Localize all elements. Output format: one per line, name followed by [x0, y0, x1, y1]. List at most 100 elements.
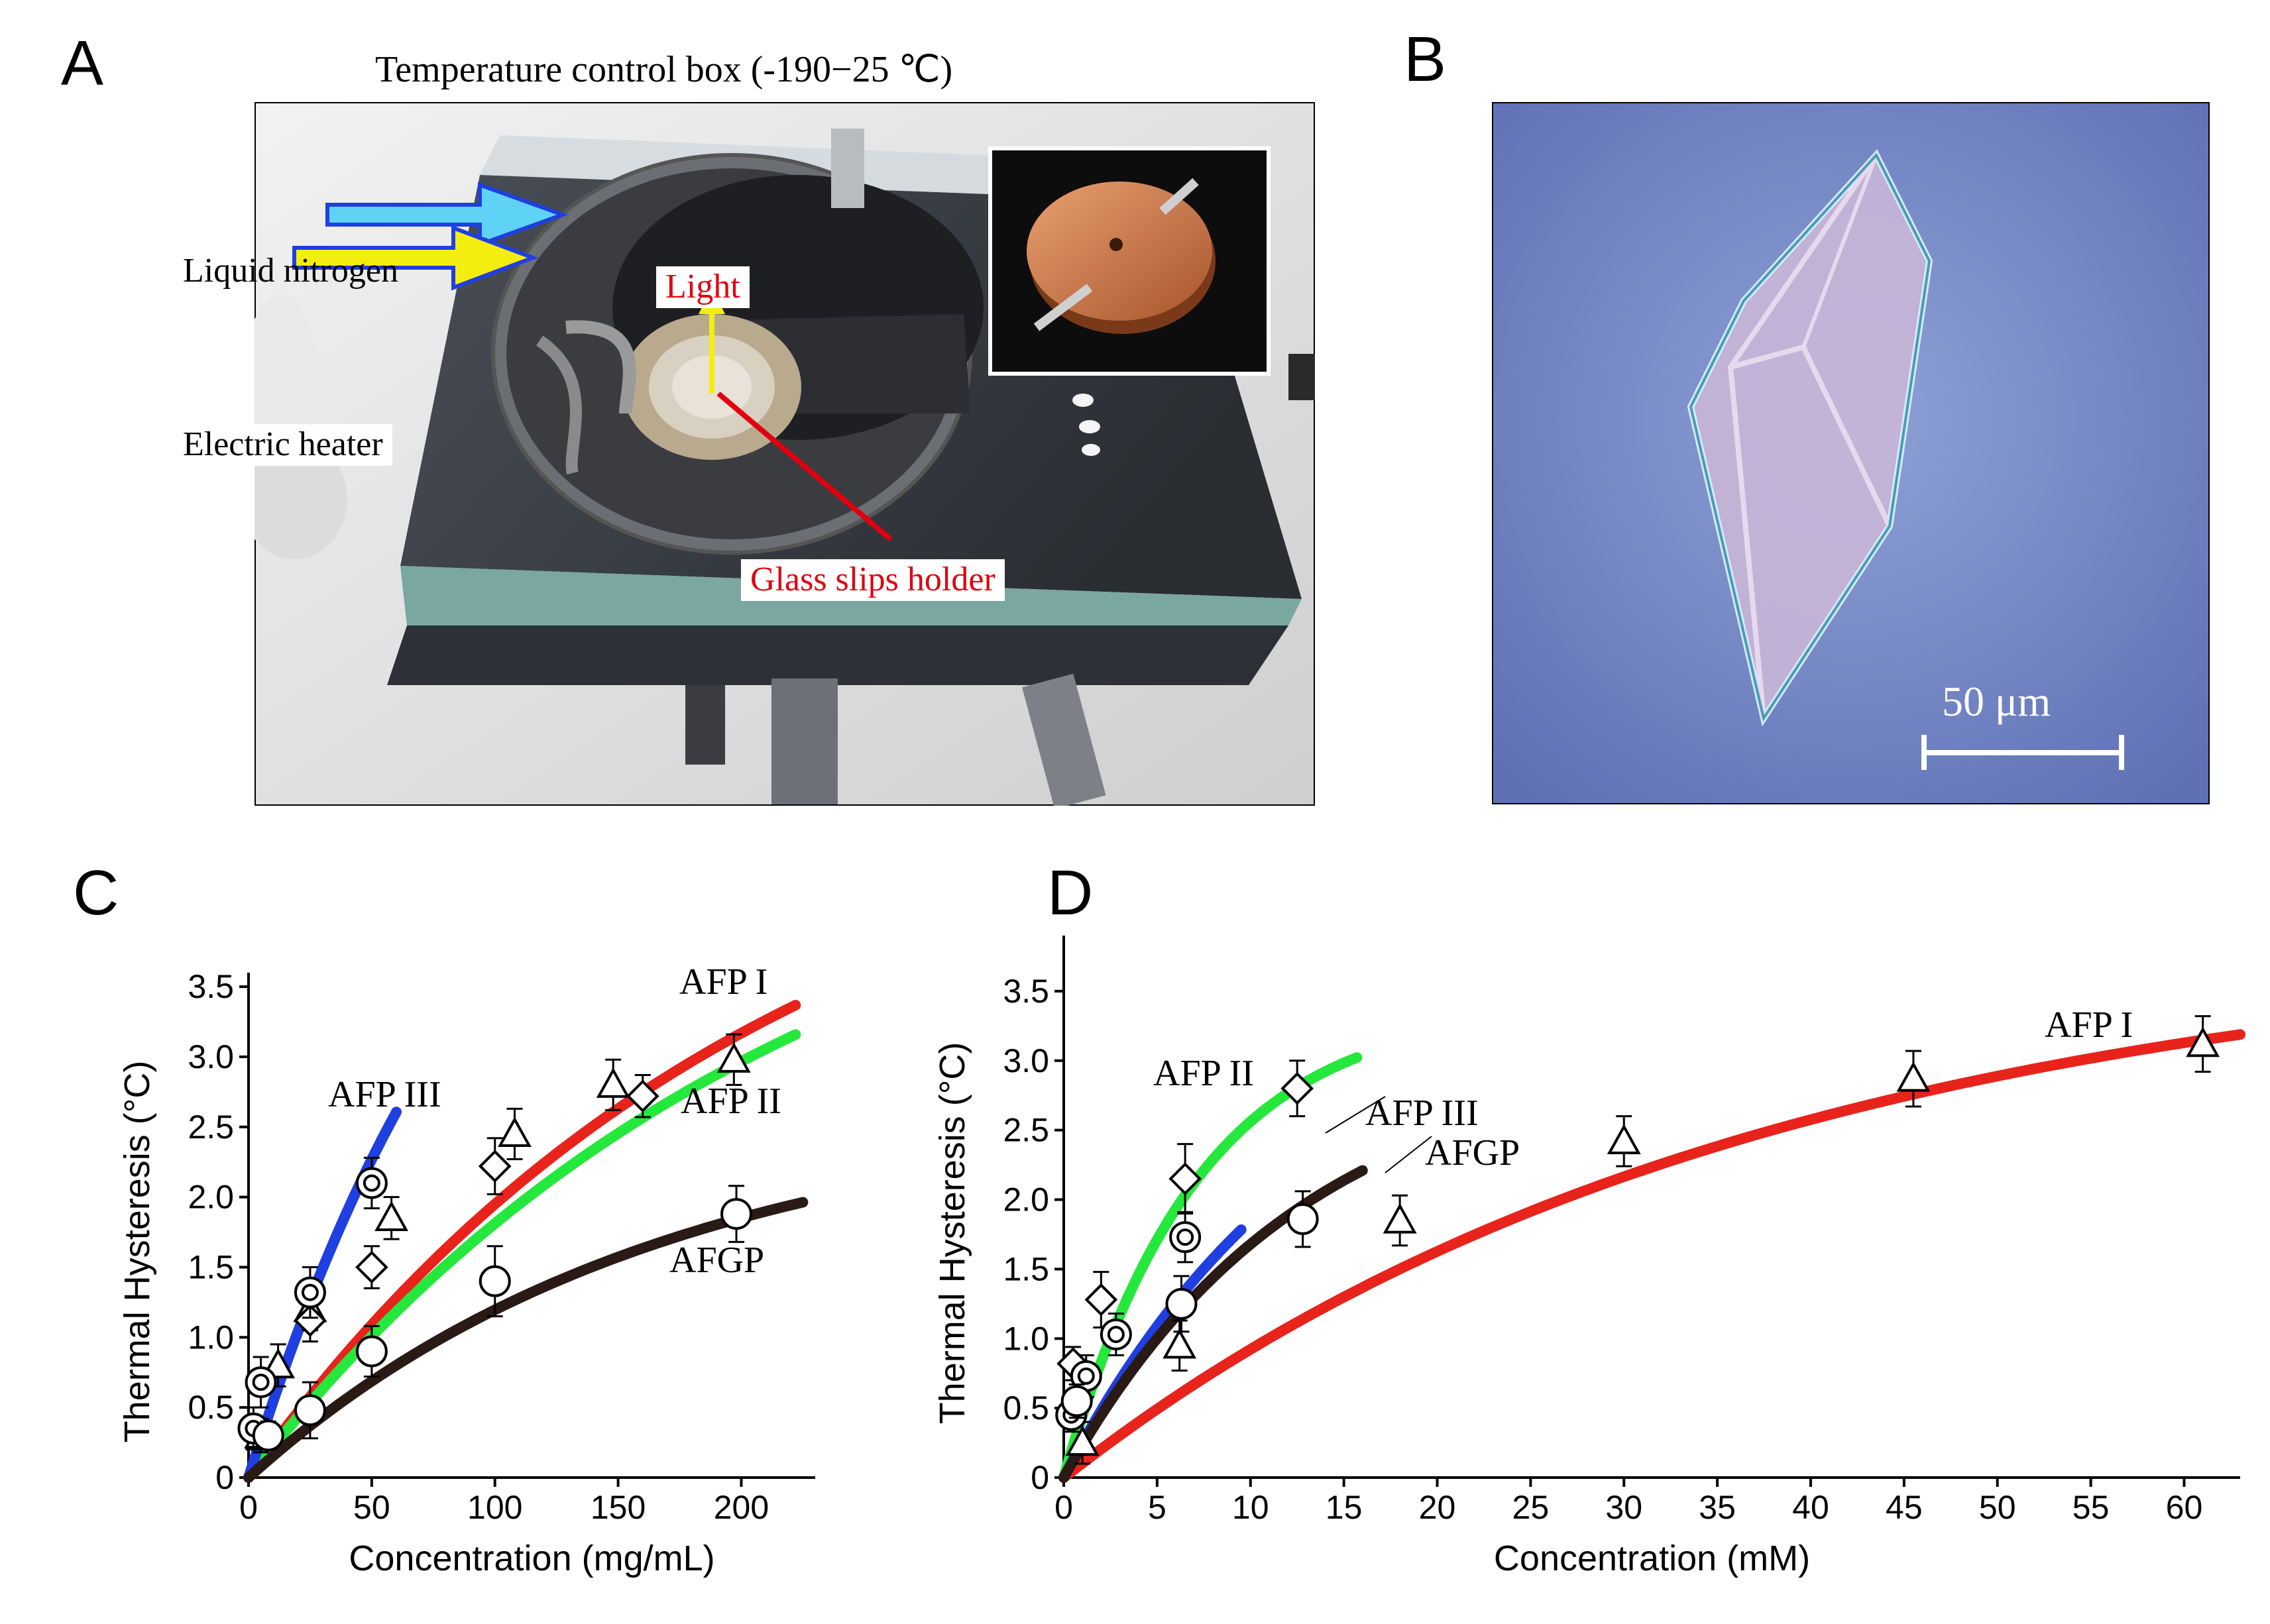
- y-tick-label: 1.0: [1003, 1320, 1049, 1357]
- x-tick-label: 25: [1512, 1489, 1550, 1526]
- series-annotation: AFP I: [679, 961, 767, 1002]
- data-point-afgp: [479, 1265, 511, 1297]
- panel-a-title: Temperature control box (-190−25 ℃): [375, 49, 953, 90]
- y-tick-label: 3.5: [1003, 973, 1049, 1010]
- y-tick-label: 0.5: [188, 1389, 234, 1426]
- data-point-afp-iii: [245, 1366, 277, 1399]
- data-point-afgp: [252, 1419, 284, 1452]
- y-tick-label: 1.5: [1003, 1250, 1049, 1287]
- y-axis-label: Thermal Hysteresis (°C): [933, 1042, 972, 1425]
- label-light: Light: [656, 266, 750, 308]
- data-point-afgp: [1286, 1203, 1319, 1235]
- y-tick-label: 3.0: [188, 1038, 234, 1075]
- series-annotation: AFP I: [2045, 1004, 2133, 1046]
- x-axis-label: Concentration (mg/mL): [349, 1539, 714, 1578]
- data-point-afp-iii-inner: [301, 1283, 319, 1301]
- x-tick-label: 5: [1148, 1489, 1166, 1526]
- x-tick-label: 10: [1232, 1489, 1269, 1526]
- y-tick-label: 2.0: [188, 1179, 234, 1216]
- data-point-afp-ii: [1280, 1071, 1314, 1105]
- annotation-leader: [1325, 1096, 1386, 1134]
- y-axis-label: Thermal Hysteresis (°C): [117, 1061, 157, 1443]
- y-tick-label: 1.5: [188, 1249, 234, 1286]
- data-point-afp-iii-inner: [1077, 1367, 1095, 1385]
- data-point-afp-iii: [355, 1167, 388, 1199]
- series-annotation: AFGP: [1425, 1132, 1520, 1173]
- data-point-afp-ii: [355, 1250, 388, 1284]
- data-point-afp-ii: [294, 1304, 327, 1337]
- x-tick-label: 50: [1979, 1489, 2016, 1526]
- ice-crystal-illustration: [1491, 101, 2211, 806]
- x-tick-label: 100: [467, 1489, 522, 1526]
- series-annotation: AFP III: [1365, 1093, 1479, 1134]
- x-tick-label: 45: [1886, 1489, 1923, 1526]
- x-tick-label: 35: [1699, 1489, 1736, 1526]
- y-tick-label: 0: [215, 1459, 234, 1496]
- data-point-afp-ii: [626, 1079, 659, 1113]
- data-point-afp-i: [1383, 1203, 1417, 1234]
- data-point-afp-iii-inner: [1107, 1325, 1125, 1343]
- data-point-afp-i: [1607, 1124, 1641, 1155]
- x-tick-label: 200: [714, 1489, 769, 1526]
- data-point-afp-iii-inner: [1176, 1228, 1194, 1246]
- panel-letter-b: B: [1404, 24, 1447, 95]
- electric-heater-arrow: [292, 225, 539, 291]
- series-annotation: AFP III: [328, 1074, 441, 1115]
- y-tick-label: 0.5: [1003, 1389, 1049, 1427]
- chart-c-svg: 0 50 100 150 200 0 0.5 1.0 1.5 2.0 2.5 3.0 3.5 Concen…: [117, 961, 815, 1578]
- data-point-afp-i: [498, 1116, 532, 1148]
- fit-curve-afp-i: [1058, 1029, 2245, 1483]
- fit-curve-afp-i: [243, 1000, 801, 1483]
- data-point-afp-i: [596, 1067, 630, 1098]
- x-tick-label: 55: [2072, 1489, 2110, 1526]
- x-tick-label: 0: [239, 1489, 258, 1526]
- y-tick-label: 3.5: [188, 968, 234, 1005]
- scale-bar-label: 50 μm: [1942, 678, 2051, 725]
- y-tick-label: 2.5: [188, 1109, 234, 1146]
- data-point-afgp: [355, 1335, 388, 1368]
- annotation-leader: [1385, 1136, 1432, 1173]
- temperature-control-box-photo: [241, 101, 1316, 809]
- data-point-afp-i: [1896, 1061, 1931, 1092]
- data-point-afp-i: [716, 1042, 751, 1073]
- data-point-afgp: [1060, 1385, 1093, 1417]
- data-point-afp-i: [1065, 1425, 1100, 1456]
- x-tick-label: 30: [1605, 1489, 1642, 1526]
- fit-curve-afp-ii: [243, 1029, 801, 1483]
- series-annotation: AFP II: [681, 1081, 781, 1122]
- chart-d: 0 5 10 15 20 25 30 35 40 45 50 55 60 0 0.5 1.0 1.5 2.0 2.5…: [908, 914, 2253, 1610]
- label-liquid-nitrogen: Liquid nitrogen: [183, 252, 398, 290]
- data-point-afp-i: [2186, 1026, 2220, 1057]
- y-tick-label: 0: [1031, 1459, 1049, 1496]
- data-point-afgp: [1165, 1287, 1198, 1320]
- y-tick-label: 2.5: [1003, 1112, 1049, 1149]
- y-tick-label: 3.0: [1003, 1042, 1049, 1079]
- label-glass-slips-holder: Glass slips holder: [741, 559, 1005, 601]
- panel-letter-d: D: [1047, 857, 1094, 928]
- chart-d-svg: 0 5 10 15 20 25 30 35 40 45 50 55 60 0 0.5 1.0 1.5 2.0 2.5…: [933, 936, 2245, 1578]
- data-point-afp-ii: [1084, 1283, 1118, 1317]
- panel-letter-c: C: [73, 857, 119, 928]
- x-tick-label: 40: [1792, 1489, 1829, 1526]
- data-point-afp-iii-inner: [252, 1374, 270, 1391]
- data-point-afp-iii: [294, 1276, 326, 1309]
- data-point-afp-i: [1163, 1328, 1197, 1359]
- data-point-afgp: [294, 1394, 326, 1427]
- apparatus-illustration: [241, 101, 1316, 809]
- x-tick-label: 20: [1419, 1489, 1456, 1526]
- x-tick-label: 60: [2166, 1489, 2203, 1526]
- x-tick-label: 15: [1326, 1489, 1363, 1526]
- holder-pointer-line: [716, 391, 893, 542]
- data-point-afp-i: [374, 1201, 409, 1232]
- data-point-afp-iii-inner: [363, 1174, 380, 1192]
- ice-crystal-micrograph: [1491, 101, 2211, 806]
- data-point-afp-iii: [1169, 1221, 1202, 1254]
- chart-c: 0 50 100 150 200 0 0.5 1.0 1.5 2.0 2.5 3.0 3.5 Concen…: [86, 914, 848, 1610]
- data-point-afp-ii: [478, 1150, 512, 1183]
- x-tick-label: 150: [591, 1489, 646, 1526]
- series-annotation: AFGP: [669, 1240, 764, 1281]
- panel-letter-a: A: [61, 28, 104, 99]
- y-tick-label: 2.0: [1003, 1181, 1049, 1218]
- x-tick-label: 0: [1054, 1489, 1073, 1526]
- series-annotation: AFP II: [1153, 1053, 1254, 1094]
